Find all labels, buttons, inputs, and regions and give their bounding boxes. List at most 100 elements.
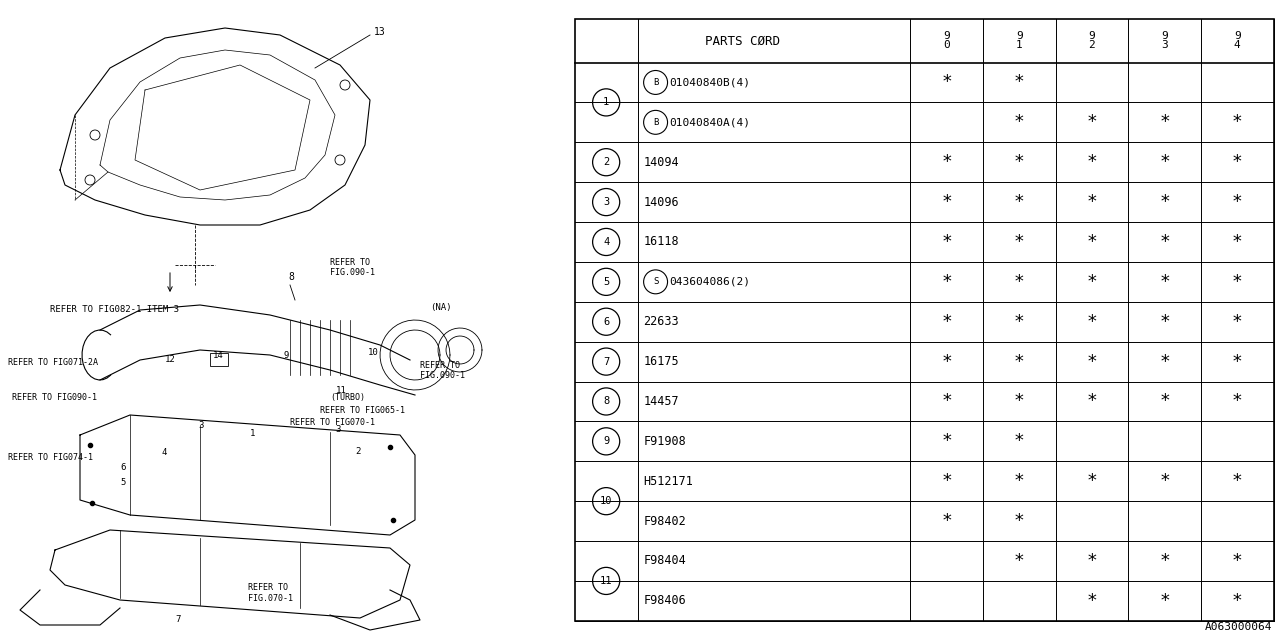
Text: 22633: 22633 bbox=[644, 316, 680, 328]
Text: 14457: 14457 bbox=[644, 395, 680, 408]
Text: 11: 11 bbox=[600, 576, 612, 586]
Text: *: * bbox=[941, 233, 952, 251]
Text: F98406: F98406 bbox=[644, 595, 686, 607]
Text: 01040840A(4): 01040840A(4) bbox=[669, 117, 750, 127]
Text: *: * bbox=[1160, 592, 1170, 610]
Text: 10: 10 bbox=[600, 496, 612, 506]
Text: *: * bbox=[1231, 552, 1243, 570]
Text: 01040840B(4): 01040840B(4) bbox=[669, 77, 750, 88]
Text: *: * bbox=[941, 153, 952, 172]
Text: *: * bbox=[1160, 273, 1170, 291]
Text: 8: 8 bbox=[603, 396, 609, 406]
Text: *: * bbox=[1014, 552, 1025, 570]
Text: *: * bbox=[1014, 233, 1025, 251]
Text: REFER TO FIG065-1: REFER TO FIG065-1 bbox=[320, 406, 404, 415]
Text: *: * bbox=[1014, 193, 1025, 211]
Text: *: * bbox=[1014, 392, 1025, 410]
Text: 9
1: 9 1 bbox=[1016, 31, 1023, 51]
Text: REFER TO FIG071-2A: REFER TO FIG071-2A bbox=[8, 358, 99, 367]
Text: 14096: 14096 bbox=[644, 196, 680, 209]
Text: F91908: F91908 bbox=[644, 435, 686, 448]
Text: REFER TO FIG082-1 ITEM 3: REFER TO FIG082-1 ITEM 3 bbox=[50, 305, 179, 314]
Text: FIG.090-1: FIG.090-1 bbox=[420, 371, 465, 380]
Text: 14: 14 bbox=[212, 351, 224, 360]
Text: 2: 2 bbox=[355, 447, 361, 456]
Text: 9
2: 9 2 bbox=[1088, 31, 1096, 51]
Text: FIG.090-1: FIG.090-1 bbox=[330, 268, 375, 277]
Text: 5: 5 bbox=[603, 277, 609, 287]
Text: *: * bbox=[1160, 472, 1170, 490]
Text: 3: 3 bbox=[335, 425, 340, 434]
Text: 12: 12 bbox=[165, 355, 175, 364]
Text: (NA): (NA) bbox=[430, 303, 452, 312]
Text: *: * bbox=[941, 392, 952, 410]
Text: *: * bbox=[941, 512, 952, 530]
Text: *: * bbox=[1160, 313, 1170, 331]
Text: A063000064: A063000064 bbox=[1204, 622, 1272, 632]
Text: *: * bbox=[1231, 193, 1243, 211]
Text: 1: 1 bbox=[603, 97, 609, 108]
Text: *: * bbox=[1160, 153, 1170, 172]
Text: 3: 3 bbox=[603, 197, 609, 207]
Text: 4: 4 bbox=[163, 448, 168, 457]
Text: F98404: F98404 bbox=[644, 554, 686, 568]
Text: S: S bbox=[653, 277, 658, 286]
Bar bbox=[210, 353, 228, 366]
Text: *: * bbox=[1014, 74, 1025, 92]
Text: *: * bbox=[941, 74, 952, 92]
Text: *: * bbox=[1014, 472, 1025, 490]
Text: 8: 8 bbox=[288, 272, 294, 282]
Text: 9
3: 9 3 bbox=[1161, 31, 1167, 51]
Text: *: * bbox=[1231, 392, 1243, 410]
Text: *: * bbox=[1160, 552, 1170, 570]
Text: REFER TO FIG090-1: REFER TO FIG090-1 bbox=[12, 393, 97, 402]
Text: *: * bbox=[1160, 233, 1170, 251]
Text: *: * bbox=[1014, 113, 1025, 131]
Text: *: * bbox=[1231, 353, 1243, 371]
Text: *: * bbox=[1087, 153, 1097, 172]
Text: REFER TO: REFER TO bbox=[420, 361, 460, 370]
Text: *: * bbox=[1087, 472, 1097, 490]
Text: *: * bbox=[941, 353, 952, 371]
Text: *: * bbox=[1231, 113, 1243, 131]
Text: 11: 11 bbox=[335, 386, 347, 395]
Text: 10: 10 bbox=[369, 348, 379, 357]
Text: *: * bbox=[1014, 313, 1025, 331]
Text: 1: 1 bbox=[250, 429, 256, 438]
Text: *: * bbox=[1160, 193, 1170, 211]
Text: 4: 4 bbox=[603, 237, 609, 247]
Text: 9: 9 bbox=[603, 436, 609, 446]
Text: REFER TO: REFER TO bbox=[248, 583, 288, 592]
Text: 9
0: 9 0 bbox=[943, 31, 950, 51]
Text: *: * bbox=[1087, 313, 1097, 331]
Text: *: * bbox=[941, 193, 952, 211]
Text: *: * bbox=[1231, 233, 1243, 251]
Text: 13: 13 bbox=[374, 27, 385, 37]
Text: *: * bbox=[1087, 353, 1097, 371]
Text: 14094: 14094 bbox=[644, 156, 680, 169]
Text: 7: 7 bbox=[175, 615, 180, 624]
Text: *: * bbox=[1087, 193, 1097, 211]
Text: *: * bbox=[1231, 313, 1243, 331]
Text: FIG.070-1: FIG.070-1 bbox=[248, 594, 293, 603]
Text: *: * bbox=[1014, 433, 1025, 451]
Text: 3: 3 bbox=[198, 421, 204, 430]
Text: 043604086(2): 043604086(2) bbox=[669, 277, 750, 287]
Text: *: * bbox=[1014, 273, 1025, 291]
Text: 16175: 16175 bbox=[644, 355, 680, 368]
Text: *: * bbox=[941, 273, 952, 291]
Text: *: * bbox=[1087, 273, 1097, 291]
Text: 9: 9 bbox=[283, 351, 288, 360]
Text: *: * bbox=[941, 472, 952, 490]
Text: *: * bbox=[1087, 552, 1097, 570]
Text: *: * bbox=[1087, 392, 1097, 410]
Bar bbox=[575, 19, 1274, 621]
Text: *: * bbox=[1087, 233, 1097, 251]
Text: *: * bbox=[1231, 592, 1243, 610]
Text: *: * bbox=[1087, 113, 1097, 131]
Text: 5: 5 bbox=[120, 478, 125, 487]
Text: *: * bbox=[1014, 153, 1025, 172]
Text: F98402: F98402 bbox=[644, 515, 686, 527]
Text: *: * bbox=[1160, 353, 1170, 371]
Text: *: * bbox=[1087, 592, 1097, 610]
